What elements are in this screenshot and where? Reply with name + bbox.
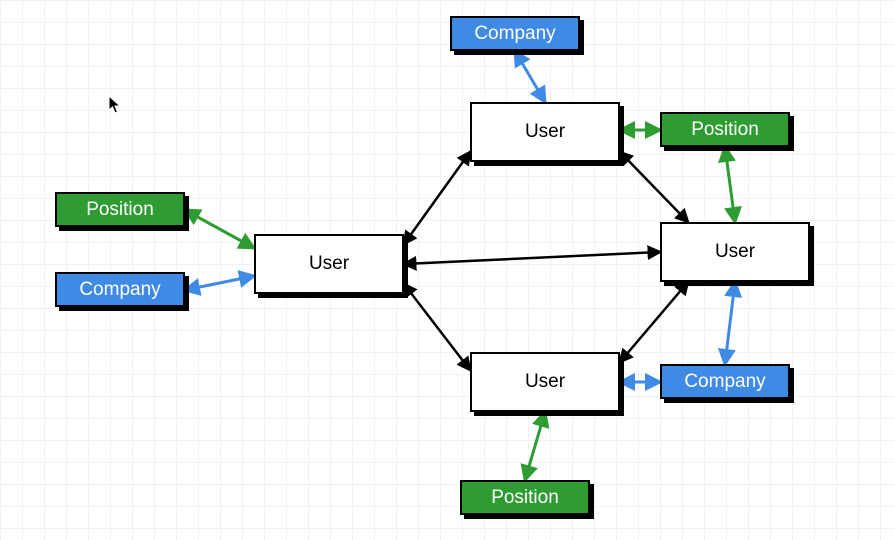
node-comp3: Company bbox=[660, 364, 790, 399]
node-label: Position bbox=[86, 199, 154, 221]
edge-comp1-user1 bbox=[185, 276, 254, 290]
node-user1: User bbox=[254, 234, 404, 294]
node-user4: User bbox=[470, 352, 620, 412]
edge-user1-user4 bbox=[404, 284, 470, 370]
node-user2: User bbox=[470, 102, 620, 162]
node-label: Company bbox=[79, 279, 160, 301]
node-pos2: Position bbox=[660, 112, 790, 147]
edge-pos2-user3 bbox=[725, 147, 735, 222]
node-label: Company bbox=[684, 371, 765, 393]
edge-user3-comp3 bbox=[725, 282, 735, 364]
node-label: Position bbox=[691, 119, 759, 141]
node-label: Company bbox=[474, 23, 555, 45]
edge-comp2-user2 bbox=[515, 51, 545, 102]
node-comp2: Company bbox=[450, 16, 580, 51]
edge-user2-user3 bbox=[620, 152, 688, 222]
node-label: User bbox=[525, 371, 565, 393]
node-label: User bbox=[525, 121, 565, 143]
edge-user1-user2 bbox=[404, 152, 470, 244]
node-pos1: Position bbox=[55, 192, 185, 227]
edge-pos1-user1 bbox=[185, 210, 254, 248]
node-user3: User bbox=[660, 222, 810, 282]
node-label: User bbox=[715, 241, 755, 263]
edge-user3-user4 bbox=[620, 282, 688, 362]
node-label: User bbox=[309, 253, 349, 275]
cursor-icon bbox=[108, 95, 122, 115]
node-label: Position bbox=[491, 487, 559, 509]
node-pos3: Position bbox=[460, 480, 590, 515]
edge-user1-user3 bbox=[404, 252, 660, 264]
edge-user4-pos3 bbox=[525, 412, 545, 480]
node-comp1: Company bbox=[55, 272, 185, 307]
